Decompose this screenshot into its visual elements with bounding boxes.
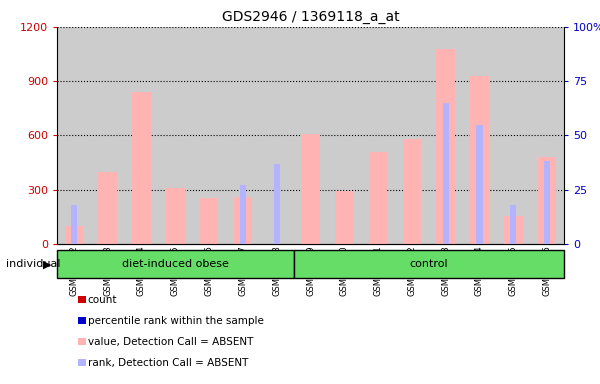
Bar xyxy=(158,27,192,244)
Bar xyxy=(395,27,429,244)
Bar xyxy=(504,216,523,244)
Bar xyxy=(476,124,482,244)
Bar xyxy=(57,27,91,244)
Bar xyxy=(71,205,77,244)
Bar xyxy=(403,139,421,244)
Bar xyxy=(65,226,83,244)
Bar xyxy=(436,49,455,244)
Text: ▶: ▶ xyxy=(43,259,52,269)
Text: value, Detection Call = ABSENT: value, Detection Call = ABSENT xyxy=(88,337,253,347)
Bar xyxy=(166,188,185,244)
Bar xyxy=(132,92,151,244)
Bar xyxy=(233,197,252,244)
Bar xyxy=(369,152,388,244)
Bar xyxy=(125,27,158,244)
Bar xyxy=(240,185,246,244)
Bar xyxy=(429,27,463,244)
Text: count: count xyxy=(88,295,117,305)
Bar xyxy=(293,250,564,278)
Bar xyxy=(328,27,361,244)
Bar xyxy=(260,27,293,244)
Text: control: control xyxy=(409,259,448,269)
Bar xyxy=(443,103,449,244)
Bar xyxy=(496,27,530,244)
Bar xyxy=(470,76,489,244)
Text: rank, Detection Call = ABSENT: rank, Detection Call = ABSENT xyxy=(88,358,248,368)
Text: individual: individual xyxy=(6,259,61,269)
Bar xyxy=(335,191,353,244)
Bar xyxy=(510,205,517,244)
Text: diet-induced obese: diet-induced obese xyxy=(122,259,229,269)
Bar xyxy=(538,157,556,244)
Bar xyxy=(98,172,117,244)
Bar xyxy=(200,198,218,244)
Bar xyxy=(226,27,260,244)
Bar xyxy=(192,27,226,244)
Bar xyxy=(463,27,496,244)
Bar xyxy=(57,250,293,278)
Title: GDS2946 / 1369118_a_at: GDS2946 / 1369118_a_at xyxy=(221,10,400,25)
Bar xyxy=(91,27,125,244)
Bar xyxy=(293,27,328,244)
Bar xyxy=(544,161,550,244)
Bar xyxy=(301,134,320,244)
Bar xyxy=(361,27,395,244)
Bar xyxy=(274,164,280,244)
Bar xyxy=(530,27,564,244)
Text: percentile rank within the sample: percentile rank within the sample xyxy=(88,316,263,326)
